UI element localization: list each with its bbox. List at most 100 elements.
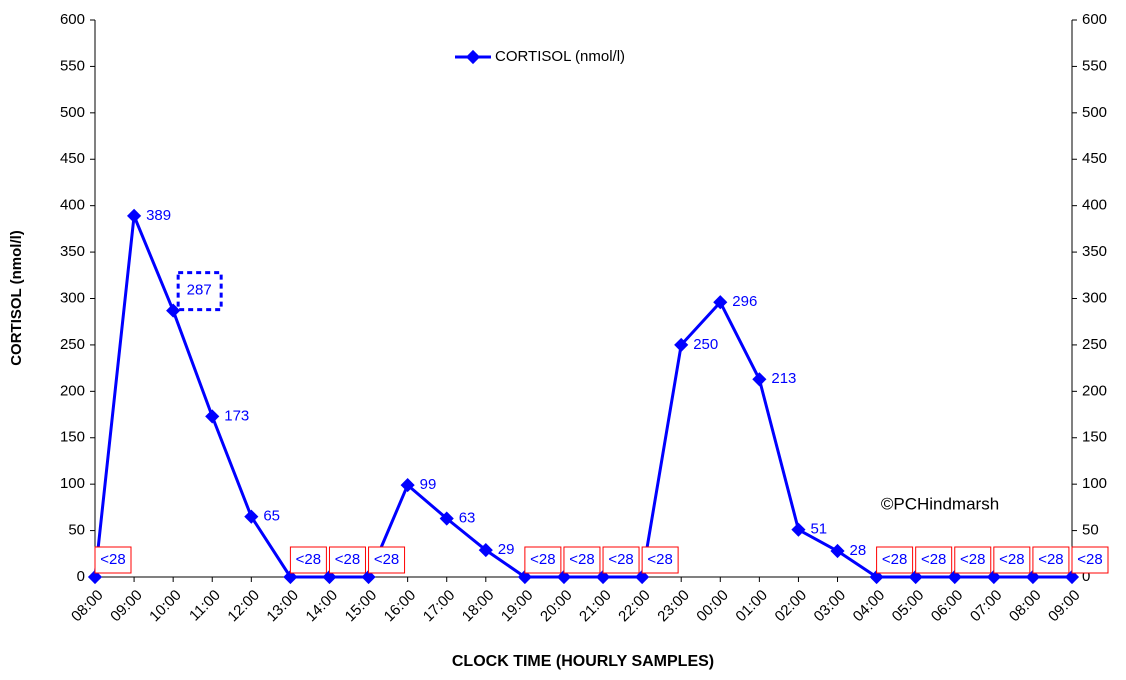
y-tick-label: 50 bbox=[68, 522, 85, 539]
data-point bbox=[752, 372, 767, 387]
x-tick-label: 22:00 bbox=[615, 587, 654, 626]
label-box bbox=[1071, 546, 1109, 574]
data-label: <28 bbox=[882, 551, 907, 568]
data-label: 29 bbox=[498, 541, 515, 558]
data-point bbox=[674, 337, 689, 352]
data-point bbox=[166, 303, 181, 318]
y2-tick-label: 400 bbox=[1082, 197, 1107, 214]
y-tick-label: 100 bbox=[60, 475, 85, 492]
x-tick-label: 01:00 bbox=[732, 587, 771, 626]
data-point bbox=[830, 543, 845, 559]
data-label: <28 bbox=[530, 551, 555, 568]
label-box bbox=[94, 546, 132, 574]
x-tick-label: 20:00 bbox=[537, 587, 576, 626]
highlight-box bbox=[176, 271, 223, 312]
data-label: <28 bbox=[569, 551, 594, 568]
y-axis-label: CORTISOL (nmol/l) bbox=[8, 230, 25, 366]
data-point bbox=[791, 522, 806, 537]
label-box bbox=[563, 546, 601, 574]
label-box bbox=[368, 546, 406, 574]
x-tick-label: 21:00 bbox=[576, 587, 615, 626]
x-tick-label: 02:00 bbox=[772, 587, 811, 626]
x-tick-label: 11:00 bbox=[186, 587, 224, 625]
y-tick-label: 150 bbox=[60, 429, 85, 446]
x-tick-label: 13:00 bbox=[263, 587, 302, 626]
label-box bbox=[993, 546, 1031, 574]
x-tick-label: 09:00 bbox=[107, 587, 146, 626]
data-point bbox=[244, 509, 259, 524]
label-box bbox=[954, 546, 992, 574]
x-tick-label: 04:00 bbox=[850, 587, 889, 626]
data-point bbox=[478, 543, 493, 558]
y-tick-label: 0 bbox=[77, 568, 85, 585]
x-tick-label: 17:00 bbox=[420, 587, 459, 626]
x-tick-label: 08:00 bbox=[1006, 587, 1045, 626]
annotation: ©PCHindmarsh bbox=[881, 494, 999, 513]
x-tick-label: 19:00 bbox=[498, 587, 537, 626]
label-box bbox=[328, 546, 366, 574]
data-point bbox=[205, 409, 220, 424]
y-tick-label: 400 bbox=[60, 197, 85, 214]
y2-tick-label: 200 bbox=[1082, 382, 1107, 399]
legend-label: CORTISOL (nmol/l) bbox=[495, 48, 625, 65]
data-label: 173 bbox=[224, 407, 249, 424]
x-tick-label: 00:00 bbox=[693, 587, 732, 626]
data-label: <28 bbox=[374, 551, 399, 568]
y2-tick-label: 550 bbox=[1082, 57, 1107, 74]
data-label: 389 bbox=[146, 207, 171, 224]
data-label: <28 bbox=[1077, 551, 1102, 568]
label-box bbox=[524, 546, 562, 574]
x-tick-label: 14:00 bbox=[303, 587, 342, 626]
data-label: 28 bbox=[850, 542, 867, 559]
data-label: 65 bbox=[263, 508, 280, 525]
x-tick-label: 10:00 bbox=[146, 587, 185, 626]
y2-tick-label: 0 bbox=[1082, 568, 1090, 585]
y-tick-label: 600 bbox=[60, 11, 85, 28]
data-label: 63 bbox=[459, 509, 476, 526]
y-tick-label: 500 bbox=[60, 104, 85, 121]
y2-tick-label: 350 bbox=[1082, 243, 1107, 260]
data-label: 296 bbox=[732, 293, 757, 310]
x-tick-label: 05:00 bbox=[889, 587, 928, 626]
data-label: <28 bbox=[608, 551, 633, 568]
series-line bbox=[93, 214, 1072, 579]
y-tick-label: 250 bbox=[60, 336, 85, 353]
data-label: <28 bbox=[960, 551, 985, 568]
x-tick-label: 18:00 bbox=[459, 587, 498, 626]
data-label: 51 bbox=[810, 521, 827, 538]
label-box bbox=[289, 546, 327, 574]
data-label: 250 bbox=[693, 336, 718, 353]
x-tick-label: 09:00 bbox=[1045, 587, 1084, 626]
x-tick-label: 08:00 bbox=[68, 587, 107, 626]
data-label: 287 bbox=[187, 282, 212, 299]
data-label: <28 bbox=[647, 551, 672, 568]
y-tick-label: 550 bbox=[60, 57, 85, 74]
x-axis-label: CLOCK TIME (HOURLY SAMPLES) bbox=[452, 653, 714, 670]
label-box bbox=[641, 546, 679, 574]
y2-tick-label: 450 bbox=[1082, 150, 1107, 167]
data-point bbox=[127, 208, 142, 223]
y-tick-label: 300 bbox=[60, 289, 85, 306]
label-box bbox=[915, 546, 953, 574]
data-point bbox=[439, 511, 454, 526]
legend-marker bbox=[465, 49, 481, 65]
data-label: <28 bbox=[335, 551, 360, 568]
y2-tick-label: 150 bbox=[1082, 429, 1107, 446]
x-tick-label: 12:00 bbox=[224, 587, 263, 626]
y2-tick-label: 50 bbox=[1082, 522, 1099, 539]
data-point bbox=[713, 295, 728, 310]
x-tick-label: 23:00 bbox=[654, 587, 693, 626]
x-tick-label: 07:00 bbox=[967, 587, 1006, 626]
data-label: <28 bbox=[999, 551, 1024, 568]
y2-tick-label: 100 bbox=[1082, 475, 1107, 492]
y-tick-label: 350 bbox=[60, 243, 85, 260]
x-tick-label: 03:00 bbox=[811, 587, 850, 626]
y2-tick-label: 300 bbox=[1082, 289, 1107, 306]
x-tick-label: 16:00 bbox=[381, 587, 420, 626]
label-box bbox=[1032, 546, 1070, 574]
data-label: <28 bbox=[1038, 551, 1063, 568]
y-tick-label: 450 bbox=[60, 150, 85, 167]
data-label: <28 bbox=[921, 551, 946, 568]
y2-tick-label: 250 bbox=[1082, 336, 1107, 353]
